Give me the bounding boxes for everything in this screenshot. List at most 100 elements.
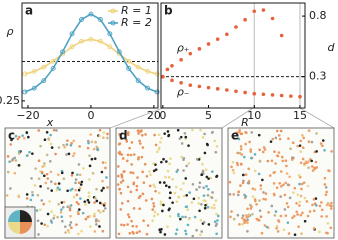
particle <box>71 154 75 158</box>
particle <box>315 166 319 169</box>
particle <box>280 155 284 159</box>
particle <box>285 172 289 175</box>
particle <box>69 143 73 147</box>
particle <box>68 205 71 208</box>
particle <box>88 178 91 181</box>
particle <box>211 170 214 173</box>
particle <box>177 196 180 199</box>
particle <box>154 143 158 147</box>
particle <box>201 162 204 166</box>
particle <box>121 179 125 182</box>
particle <box>270 204 274 208</box>
particle <box>138 139 141 143</box>
particle <box>43 223 47 227</box>
particle <box>253 169 257 173</box>
particle <box>249 148 253 151</box>
particle <box>86 146 90 150</box>
legend-label: R = 1 <box>121 4 152 17</box>
particle <box>291 156 294 159</box>
x-axis-label: R <box>241 116 249 129</box>
particle <box>106 186 109 189</box>
particle <box>283 193 287 197</box>
particle <box>277 220 281 223</box>
particle <box>55 129 58 132</box>
particle <box>191 183 195 186</box>
particle <box>279 214 283 218</box>
particle <box>87 201 91 204</box>
plot-frame <box>21 2 159 109</box>
connector <box>109 107 164 129</box>
particle <box>195 228 198 232</box>
particle <box>27 135 30 139</box>
particle <box>89 225 92 228</box>
x-tick-label: −20 <box>16 109 39 122</box>
particle <box>162 203 165 207</box>
particle <box>298 182 301 186</box>
particle <box>118 150 122 154</box>
particle <box>57 146 61 149</box>
particle <box>160 160 163 164</box>
particle <box>131 171 135 175</box>
particle <box>330 204 333 208</box>
data-point <box>31 85 37 91</box>
particle <box>50 189 54 192</box>
particle <box>84 217 88 221</box>
particle <box>99 211 102 214</box>
particle <box>168 214 172 218</box>
particle <box>326 221 330 225</box>
particle <box>145 232 149 236</box>
particle <box>215 212 218 216</box>
particle <box>81 211 85 215</box>
particle <box>35 209 39 212</box>
data-point <box>31 68 37 74</box>
particle <box>257 133 261 137</box>
particle <box>184 177 188 180</box>
particle <box>28 150 31 154</box>
particle <box>118 133 121 136</box>
particle <box>93 201 96 204</box>
data-point <box>126 58 132 64</box>
particle <box>93 214 96 218</box>
particle <box>177 214 180 218</box>
particle <box>64 225 67 228</box>
data-point <box>279 33 284 38</box>
particle <box>69 221 73 224</box>
particle <box>297 174 301 177</box>
y-tick-label: 0.3 <box>309 70 327 83</box>
particle <box>299 139 303 143</box>
y-axis-label: d <box>328 41 336 54</box>
particle <box>198 185 201 189</box>
particle <box>45 172 49 176</box>
particle <box>70 174 74 177</box>
particle <box>300 232 303 235</box>
particle <box>240 153 243 156</box>
particle <box>95 199 99 203</box>
particle <box>282 228 286 232</box>
particle <box>207 177 210 180</box>
particle <box>14 134 18 138</box>
particle <box>292 214 296 218</box>
particle <box>326 231 329 235</box>
particle <box>300 182 304 186</box>
particle <box>31 190 34 194</box>
particle <box>236 193 240 197</box>
data-point <box>50 58 56 64</box>
particle <box>9 143 13 146</box>
particle <box>167 176 171 179</box>
particle <box>235 131 239 134</box>
particle <box>181 215 184 219</box>
particle <box>203 151 207 155</box>
particle <box>117 174 120 178</box>
particle <box>116 183 120 186</box>
particle <box>180 142 184 145</box>
particle <box>47 137 50 140</box>
particle <box>210 206 213 209</box>
data-point <box>234 25 238 29</box>
particle <box>184 229 187 233</box>
legend-marker <box>110 8 116 14</box>
particle <box>141 146 145 149</box>
particle <box>18 135 21 139</box>
particle <box>150 197 154 201</box>
particle <box>257 172 261 176</box>
particle <box>137 129 140 132</box>
